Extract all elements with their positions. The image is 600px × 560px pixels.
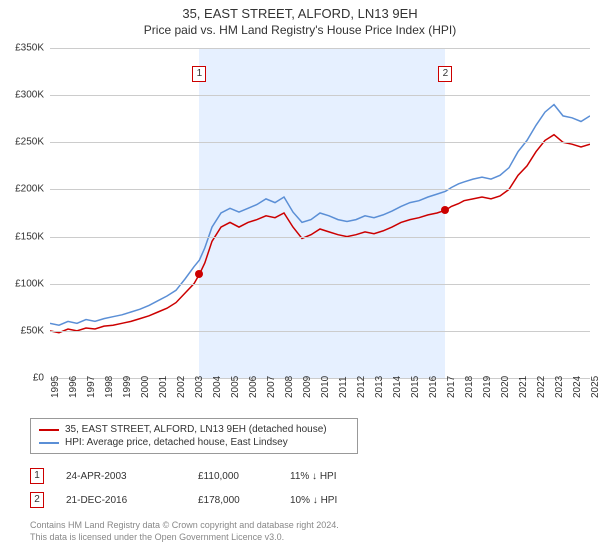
legend-text: HPI: Average price, detached house, East… xyxy=(65,437,288,448)
gridline xyxy=(50,284,590,285)
series-line xyxy=(50,105,590,326)
y-axis-label: £200K xyxy=(15,184,44,195)
x-axis-label: 2005 xyxy=(230,376,241,398)
x-axis-label: 1999 xyxy=(122,376,133,398)
gridline xyxy=(50,48,590,49)
gridline xyxy=(50,189,590,190)
y-axis-label: £250K xyxy=(15,137,44,148)
x-axis-label: 2014 xyxy=(392,376,403,398)
gridline xyxy=(50,95,590,96)
gridline xyxy=(50,142,590,143)
sale-price: £178,000 xyxy=(198,495,268,506)
x-axis-label: 2022 xyxy=(536,376,547,398)
legend-text: 35, EAST STREET, ALFORD, LN13 9EH (detac… xyxy=(65,424,327,435)
y-axis-label: £50K xyxy=(21,325,44,336)
y-axis-label: £0 xyxy=(33,373,44,384)
plot-area: £0£50K£100K£150K£200K£250K£300K£350K1995… xyxy=(50,48,590,378)
sale-price: £110,000 xyxy=(198,471,268,482)
sale-row-marker: 2 xyxy=(30,492,44,508)
sale-marker: 1 xyxy=(192,66,206,82)
x-axis-label: 2011 xyxy=(338,376,349,398)
sale-dot xyxy=(441,206,449,214)
series-line xyxy=(50,135,590,333)
x-axis-label: 2018 xyxy=(464,376,475,398)
x-axis-label: 2017 xyxy=(446,376,457,398)
gridline xyxy=(50,237,590,238)
chart-container: 35, EAST STREET, ALFORD, LN13 9EH Price … xyxy=(0,0,600,560)
gridline xyxy=(50,331,590,332)
x-axis-label: 2015 xyxy=(410,376,421,398)
y-axis-label: £300K xyxy=(15,90,44,101)
x-axis-label: 2024 xyxy=(572,376,583,398)
sale-date: 24-APR-2003 xyxy=(66,471,176,482)
y-axis-label: £350K xyxy=(15,43,44,54)
x-axis-label: 2000 xyxy=(140,376,151,398)
x-axis-label: 2021 xyxy=(518,376,529,398)
x-axis-label: 2013 xyxy=(374,376,385,398)
x-axis-label: 2007 xyxy=(266,376,277,398)
legend-swatch xyxy=(39,429,59,431)
chart-svg xyxy=(50,48,590,378)
x-axis-label: 2020 xyxy=(500,376,511,398)
sale-marker: 2 xyxy=(438,66,452,82)
chart-title: 35, EAST STREET, ALFORD, LN13 9EH xyxy=(0,0,600,21)
sale-row-marker: 1 xyxy=(30,468,44,484)
x-axis-label: 2003 xyxy=(194,376,205,398)
x-axis-label: 2023 xyxy=(554,376,565,398)
x-axis-label: 2002 xyxy=(176,376,187,398)
legend-and-footer: 35, EAST STREET, ALFORD, LN13 9EH (detac… xyxy=(30,418,570,543)
x-axis-label: 1996 xyxy=(68,376,79,398)
sale-date: 21-DEC-2016 xyxy=(66,495,176,506)
chart-subtitle: Price paid vs. HM Land Registry's House … xyxy=(0,21,600,37)
x-axis-label: 1995 xyxy=(50,376,61,398)
x-axis-label: 2012 xyxy=(356,376,367,398)
x-axis-label: 1997 xyxy=(86,376,97,398)
x-axis-label: 1998 xyxy=(104,376,115,398)
y-axis-label: £150K xyxy=(15,231,44,242)
legend-row: 35, EAST STREET, ALFORD, LN13 9EH (detac… xyxy=(39,423,349,436)
sale-row: 1 24-APR-2003 £110,000 11% ↓ HPI xyxy=(30,464,570,488)
x-axis-label: 2010 xyxy=(320,376,331,398)
sale-row: 2 21-DEC-2016 £178,000 10% ↓ HPI xyxy=(30,488,570,512)
x-axis-label: 2006 xyxy=(248,376,259,398)
legend-swatch xyxy=(39,442,59,444)
x-axis-label: 2009 xyxy=(302,376,313,398)
legend-row: HPI: Average price, detached house, East… xyxy=(39,436,349,449)
footer-text: Contains HM Land Registry data © Crown c… xyxy=(30,520,570,543)
x-axis-label: 2008 xyxy=(284,376,295,398)
legend-box: 35, EAST STREET, ALFORD, LN13 9EH (detac… xyxy=(30,418,358,454)
x-axis-label: 2016 xyxy=(428,376,439,398)
sale-delta: 10% ↓ HPI xyxy=(290,495,380,506)
y-axis-label: £100K xyxy=(15,278,44,289)
x-axis-label: 2004 xyxy=(212,376,223,398)
sale-delta: 11% ↓ HPI xyxy=(290,471,380,482)
x-axis-label: 2025 xyxy=(590,376,600,398)
sales-list: 1 24-APR-2003 £110,000 11% ↓ HPI 2 21-DEC-201… xyxy=(30,464,570,512)
x-axis-label: 2019 xyxy=(482,376,493,398)
x-axis-label: 2001 xyxy=(158,376,169,398)
footer-line-1: Contains HM Land Registry data © Crown c… xyxy=(30,520,570,532)
sale-dot xyxy=(195,270,203,278)
footer-line-2: This data is licensed under the Open Gov… xyxy=(30,532,570,544)
